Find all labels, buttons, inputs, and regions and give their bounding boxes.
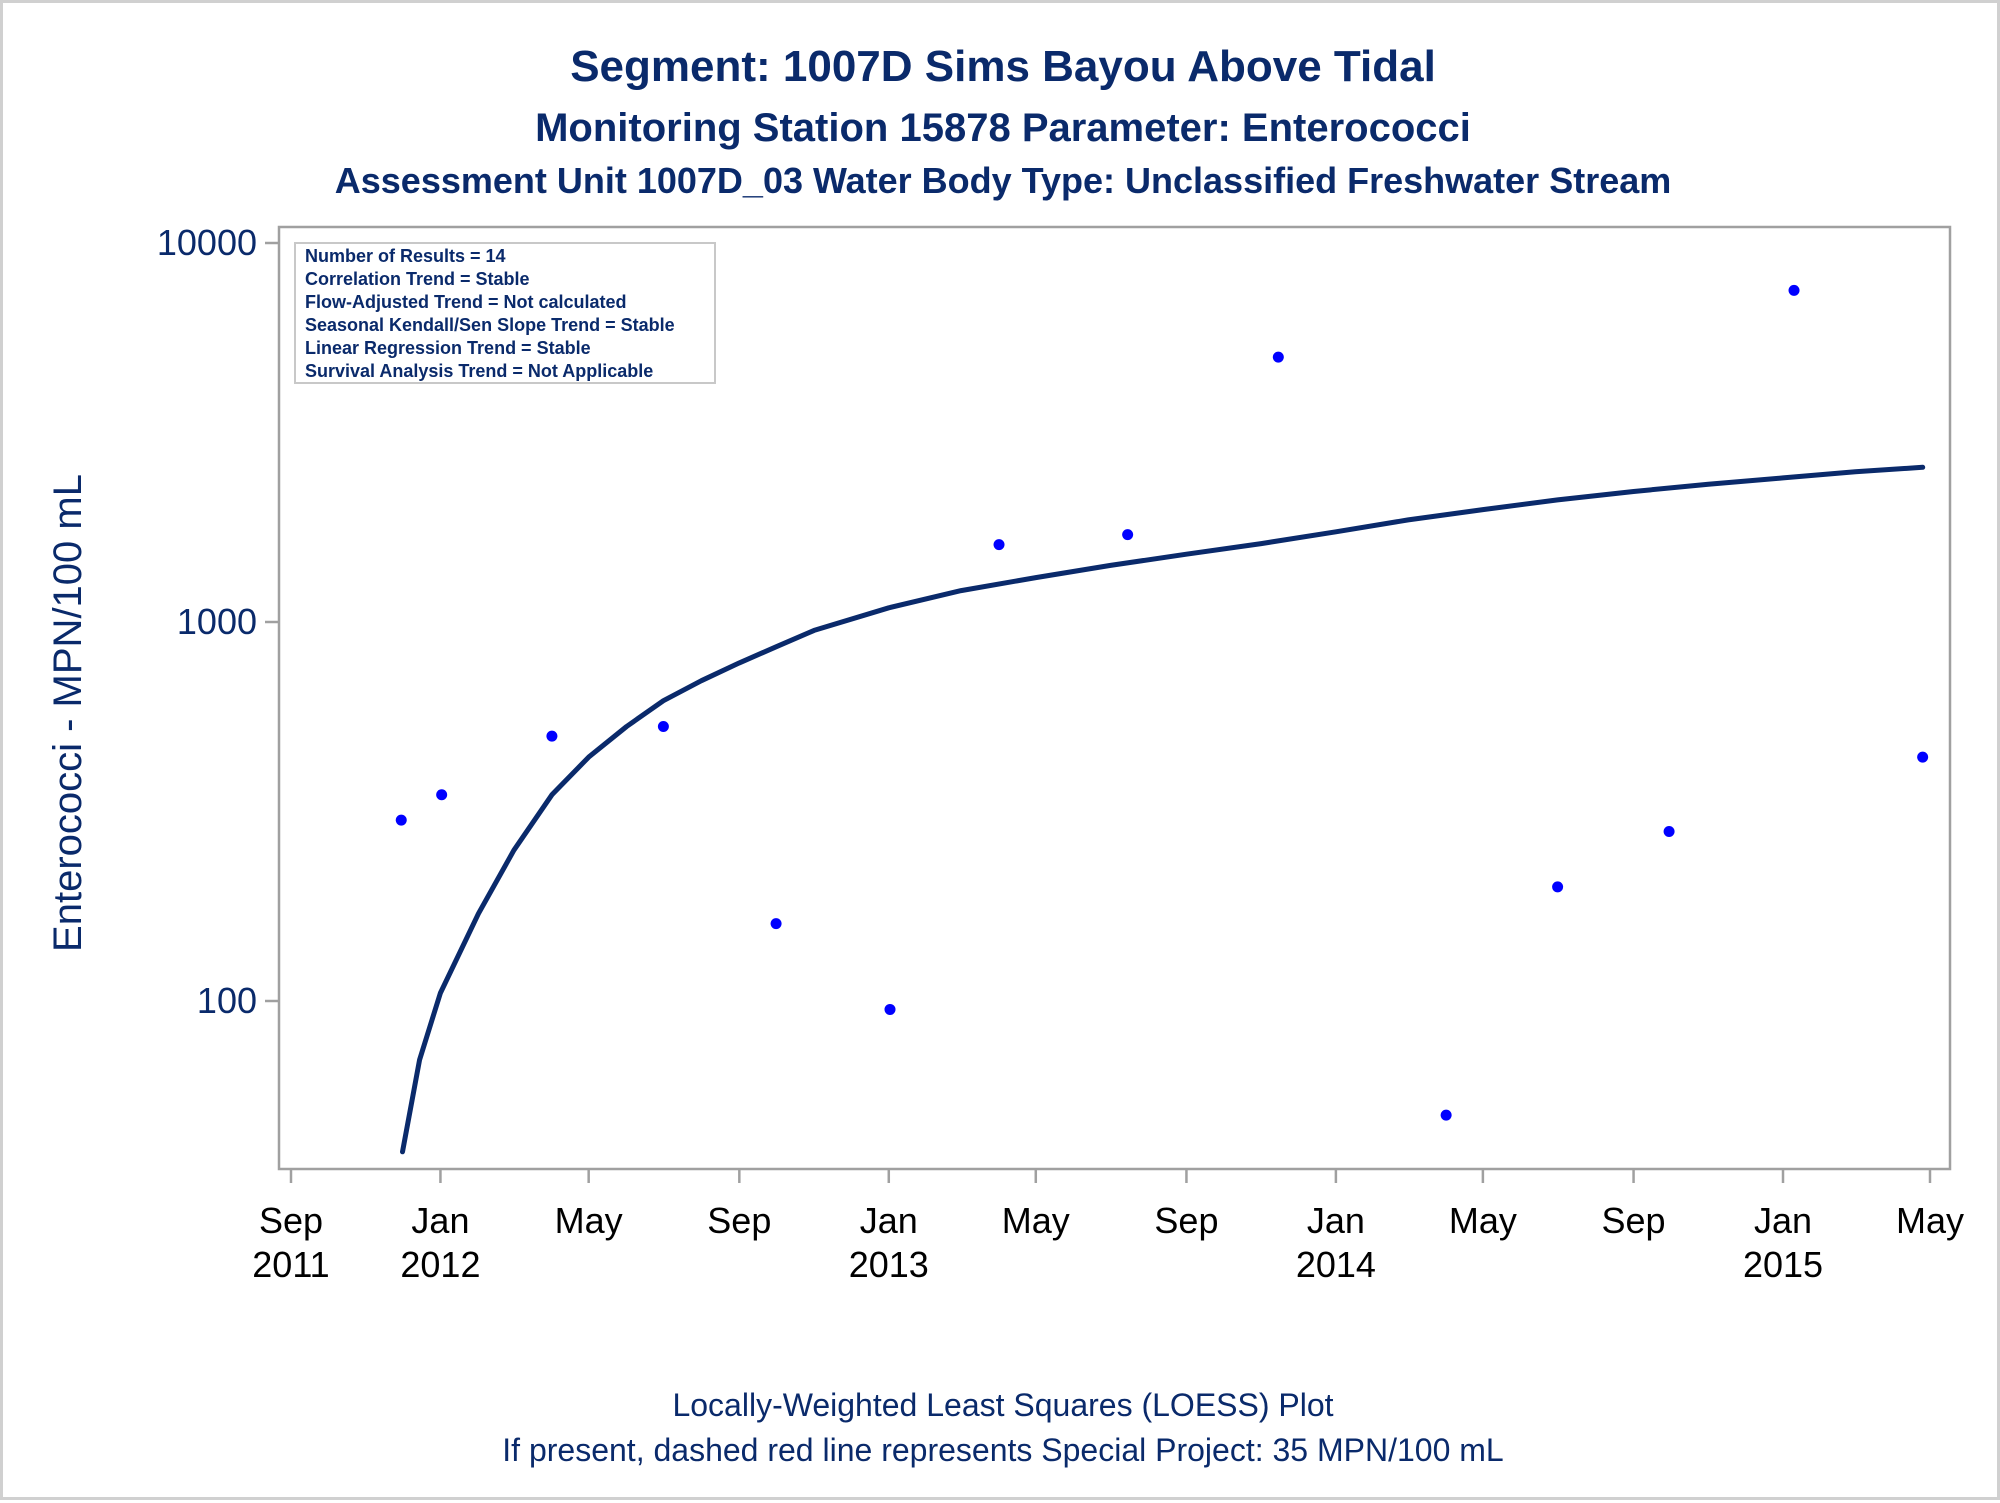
stats-box-border — [294, 242, 716, 384]
x-tick-label: Jan — [411, 1200, 469, 1241]
x-tick-label: Sep — [259, 1200, 323, 1241]
stat-seasonal-kendall-trend: Seasonal Kendall/Sen Slope Trend = Stabl… — [305, 315, 675, 335]
data-point — [1788, 284, 1800, 296]
footnote-loess: Locally-Weighted Least Squares (LOESS) P… — [672, 1387, 1333, 1423]
chart-subtitle: Monitoring Station 15878 Parameter: Ente… — [535, 106, 1471, 150]
x-tick-label: May — [1002, 1200, 1070, 1241]
stat-survival-analysis-trend: Survival Analysis Trend = Not Applicable — [305, 361, 653, 381]
y-axis-label: Enterococci - MPN/100 mL — [46, 474, 90, 952]
stat-linear-regression-trend: Linear Regression Trend = Stable — [305, 338, 591, 358]
x-tick-label: May — [555, 1200, 623, 1241]
stat-flow-adjusted-trend: Flow-Adjusted Trend = Not calculated — [305, 292, 627, 312]
loess-line — [400, 464, 1926, 1155]
loess-layer — [400, 464, 1926, 1155]
x-tick-label: May — [1449, 1200, 1517, 1241]
chart: Segment: 1007D Sims Bayou Above Tidal Mo… — [46, 42, 1964, 1468]
data-point — [1917, 751, 1929, 763]
data-point — [884, 1003, 896, 1015]
x-tick-year-label: 2011 — [252, 1244, 329, 1285]
stat-correlation-trend: Correlation Trend = Stable — [305, 269, 530, 289]
y-tick-label: 10000 — [157, 222, 257, 263]
y-axis: 100 1000 10000 — [157, 222, 279, 1021]
x-tick-year-label: 2014 — [1296, 1244, 1376, 1285]
x-tick-year-label: 2015 — [1743, 1244, 1823, 1285]
data-point — [770, 918, 782, 930]
data-point — [1122, 529, 1134, 541]
x-tick-label: Jan — [860, 1200, 918, 1241]
data-point — [1663, 826, 1675, 838]
stats-box: Number of Results = 14 Correlation Trend… — [294, 242, 716, 384]
x-tick-label: Jan — [1754, 1200, 1812, 1241]
plot-area — [277, 225, 1952, 1171]
chart-title: Segment: 1007D Sims Bayou Above Tidal — [570, 42, 1436, 91]
data-point — [993, 539, 1005, 551]
x-tick-label: Sep — [1154, 1200, 1218, 1241]
y-tick-label: 1000 — [177, 601, 257, 642]
stat-number-of-results: Number of Results = 14 — [305, 246, 506, 266]
x-tick-year-label: 2012 — [400, 1244, 480, 1285]
data-point — [436, 789, 448, 801]
data-point — [1272, 351, 1284, 363]
data-point — [657, 720, 669, 732]
y-tick-label: 100 — [197, 980, 257, 1021]
chart-subtitle-2: Assessment Unit 1007D_03 Water Body Type… — [335, 160, 1672, 201]
x-tick-label: Jan — [1307, 1200, 1365, 1241]
x-tick-label: May — [1896, 1200, 1964, 1241]
footnote-special-project: If present, dashed red line represents S… — [502, 1432, 1503, 1468]
data-point — [1440, 1109, 1452, 1121]
x-tick-label: Sep — [707, 1200, 771, 1241]
data-point — [1552, 881, 1564, 893]
points-layer — [395, 284, 1929, 1121]
x-tick-label: Sep — [1602, 1200, 1666, 1241]
data-point — [546, 730, 558, 742]
data-point — [395, 814, 407, 826]
x-tick-year-label: 2013 — [849, 1244, 929, 1285]
